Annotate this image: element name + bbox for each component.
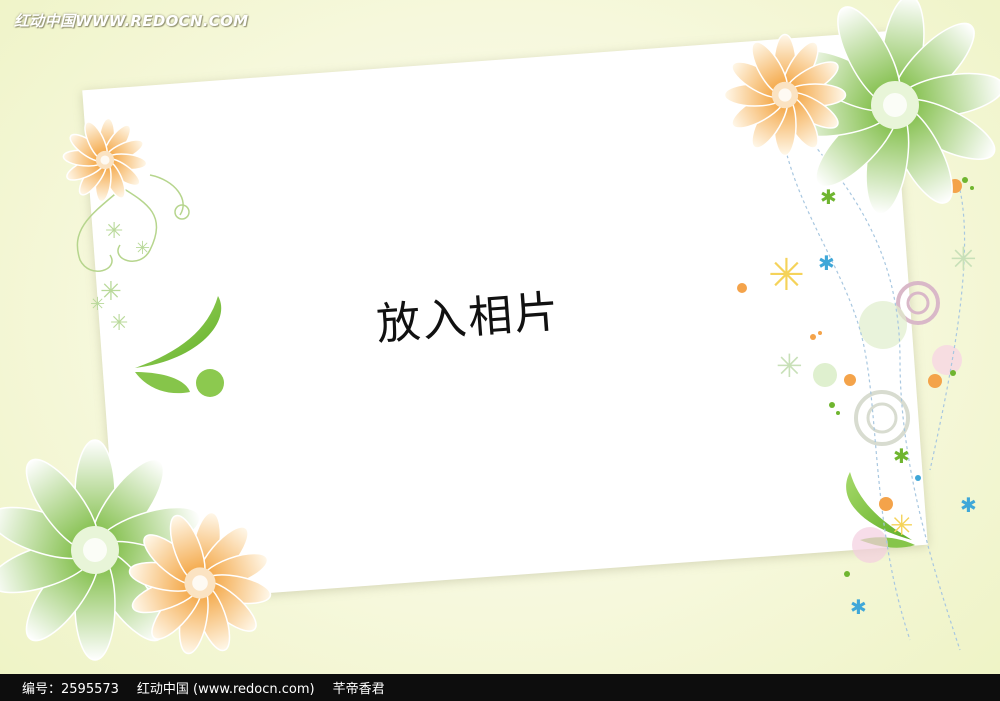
svg-text:✱: ✱ bbox=[893, 444, 910, 468]
svg-text:✱: ✱ bbox=[820, 185, 837, 209]
orange-flower-bottom-left bbox=[128, 511, 272, 655]
svg-text:✳: ✳ bbox=[135, 238, 150, 259]
svg-text:✳: ✳ bbox=[105, 219, 123, 244]
svg-text:✳: ✳ bbox=[890, 509, 913, 542]
svg-text:✳: ✳ bbox=[110, 311, 128, 336]
svg-text:✱: ✱ bbox=[818, 251, 835, 275]
small-stars: ✳ ✳ ✳ ✳ ✳ ✳ ✳ ✳ ✳ ✱ ✱ ✱ ✱ ✱ bbox=[90, 177, 977, 619]
svg-text:✳: ✳ bbox=[90, 294, 105, 315]
watermark-top: 红动中国WWW.REDOCN.COM bbox=[14, 12, 249, 30]
leaf-mark-right bbox=[846, 472, 915, 563]
svg-text:✳: ✳ bbox=[100, 277, 122, 307]
green-flower-top-right bbox=[785, 0, 1000, 215]
flowers bbox=[0, 0, 1000, 661]
leaf-mark-left bbox=[135, 296, 224, 397]
circle-ornaments bbox=[813, 281, 962, 446]
orange-flower-top-left bbox=[62, 117, 148, 203]
footer-code: 编号：2595573 bbox=[22, 682, 119, 697]
footer-bar: 编号：2595573 红动中国 (www.redocn.com) 芊帝香君 bbox=[0, 674, 1000, 701]
svg-text:✱: ✱ bbox=[850, 595, 867, 619]
svg-text:✳: ✳ bbox=[950, 240, 977, 278]
svg-text:✳: ✳ bbox=[768, 250, 805, 301]
svg-text:✳: ✳ bbox=[776, 347, 803, 385]
svg-text:✱: ✱ bbox=[960, 493, 977, 517]
dashed-stems bbox=[779, 119, 966, 651]
orange-flower-top-right bbox=[723, 33, 847, 157]
footer-author: 芊帝香君 bbox=[332, 682, 385, 697]
vine-swirl bbox=[76, 174, 190, 272]
photo-placeholder-label: 放入相片 bbox=[374, 286, 562, 351]
footer-site: 红动中国 (www.redocn.com) bbox=[136, 682, 315, 697]
